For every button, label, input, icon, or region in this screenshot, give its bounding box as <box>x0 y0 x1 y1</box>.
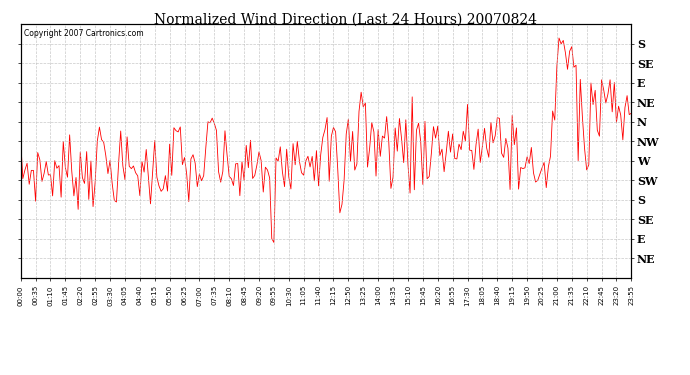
Text: Copyright 2007 Cartronics.com: Copyright 2007 Cartronics.com <box>23 30 144 39</box>
Text: Normalized Wind Direction (Last 24 Hours) 20070824: Normalized Wind Direction (Last 24 Hours… <box>153 13 537 27</box>
